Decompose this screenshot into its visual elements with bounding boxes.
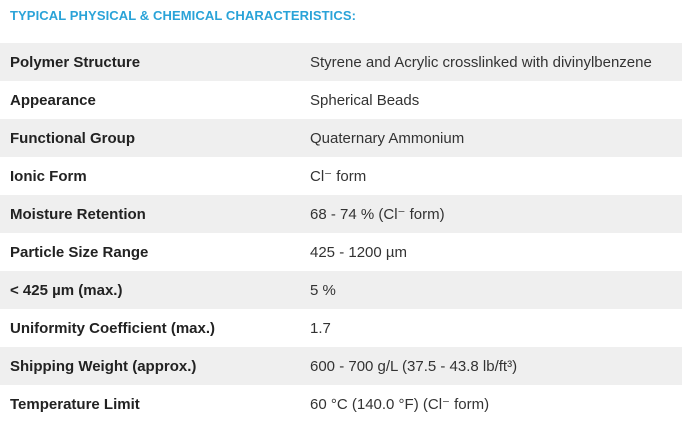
property-name: Uniformity Coefficient (max.) — [10, 319, 216, 337]
table-body: Polymer Structure Styrene and Acrylic cro… — [0, 43, 682, 423]
property-name: Moisture Retention — [0, 195, 310, 233]
property-value: 600 - 700 g/L (37.5 - 43.8 lb/ft³) — [310, 347, 682, 385]
property-name: Particle Size Range — [10, 243, 149, 261]
property-value: Spherical Beads — [310, 91, 420, 109]
characteristics-table: Polymer Structure Styrene and Acrylic cro… — [0, 43, 682, 423]
property-name: Temperature Limit — [10, 395, 140, 413]
property-name: Shipping Weight (approx.) — [0, 347, 310, 385]
property-value: Quaternary Ammonium — [310, 119, 682, 157]
property-value: 60 °C (140.0 °F) (Cl⁻ form) — [310, 396, 490, 413]
property-value: 5 % — [310, 271, 682, 309]
property-name: Ionic Form — [10, 167, 87, 185]
property-name: < 425 µm (max.) — [0, 271, 310, 309]
property-name: Polymer Structure — [0, 43, 310, 81]
table-row: Moisture Retention 68 - 74 % (Cl⁻ form) — [0, 195, 682, 233]
property-name: Appearance — [10, 91, 96, 109]
property-name: Functional Group — [0, 119, 310, 157]
table-row: Particle Size Range 425 - 1200 µm — [0, 233, 682, 271]
property-value: 68 - 74 % (Cl⁻ form) — [310, 195, 682, 233]
table-row: < 425 µm (max.) 5 % — [0, 271, 682, 309]
table-row: Functional Group Quaternary Ammonium — [0, 119, 682, 157]
property-value: Styrene and Acrylic crosslinked with div… — [310, 43, 682, 81]
table-row: Uniformity Coefficient (max.) 1.7 — [0, 309, 682, 347]
table-row: Shipping Weight (approx.) 600 - 700 g/L (… — [0, 347, 682, 385]
table-row: Appearance Spherical Beads — [0, 81, 682, 119]
section-title: TYPICAL PHYSICAL & CHEMICAL CHARACTERIST… — [10, 8, 357, 23]
table-row: Temperature Limit 60 °C (140.0 °F) (Cl⁻ f… — [0, 385, 682, 423]
property-value: 425 - 1200 µm — [310, 243, 408, 261]
table-row: Ionic Form Cl⁻ form — [0, 157, 682, 195]
property-value: Cl⁻ form — [310, 168, 367, 185]
property-value: 1.7 — [310, 319, 331, 337]
table-row: Polymer Structure Styrene and Acrylic cro… — [0, 43, 682, 81]
